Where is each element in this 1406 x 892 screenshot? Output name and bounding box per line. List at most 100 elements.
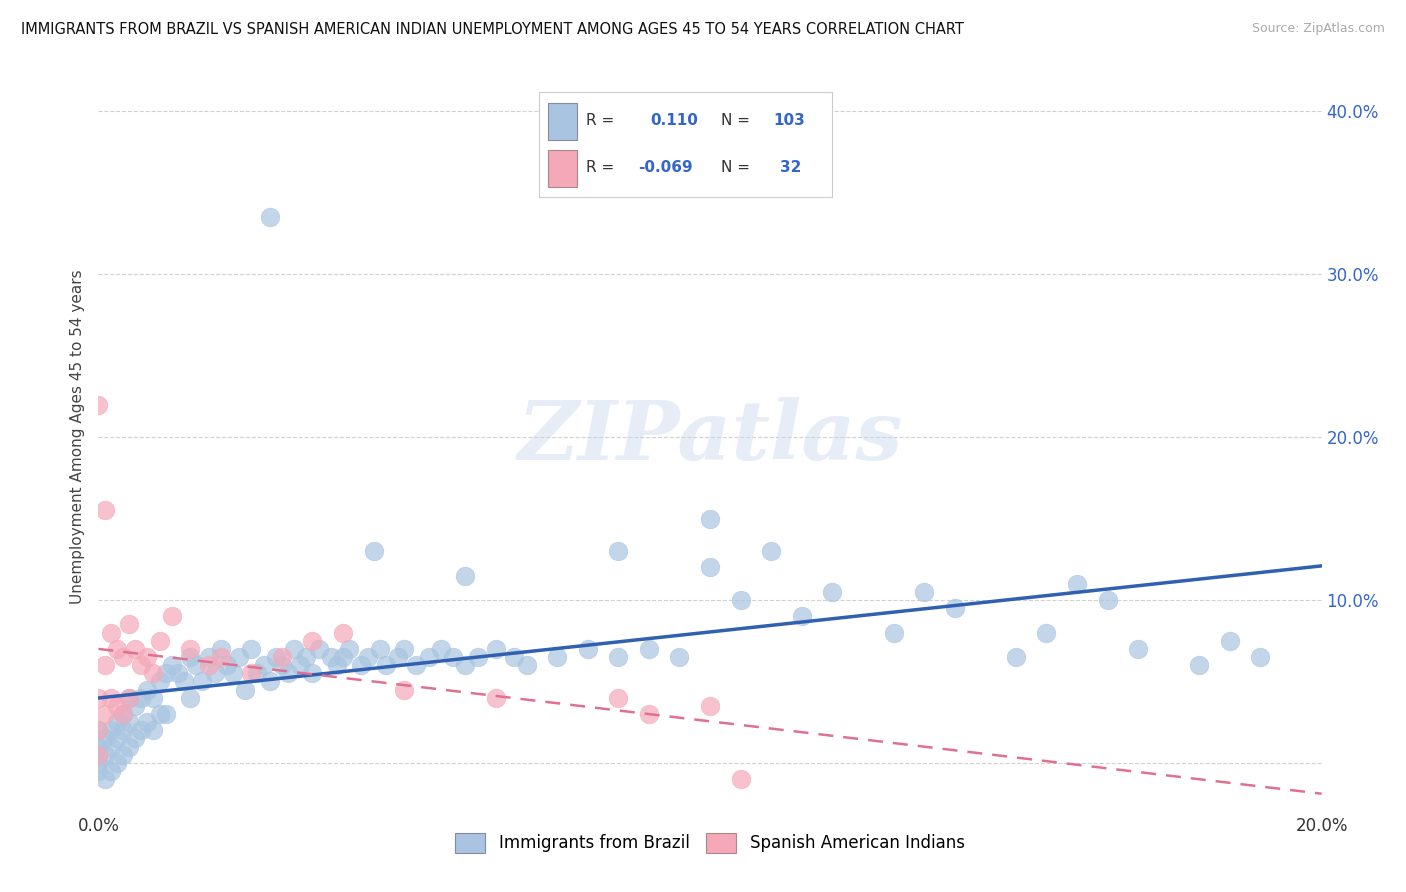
Point bbox=[943, 601, 966, 615]
Point bbox=[240, 641, 263, 656]
Point bbox=[699, 560, 721, 574]
Point bbox=[637, 706, 661, 721]
Point bbox=[699, 511, 721, 525]
Point bbox=[87, 764, 110, 778]
Point bbox=[392, 641, 416, 656]
Point bbox=[105, 756, 128, 770]
Point bbox=[430, 641, 453, 656]
Point bbox=[668, 650, 690, 665]
Point bbox=[111, 650, 134, 665]
Point bbox=[392, 682, 416, 697]
Point bbox=[441, 650, 464, 665]
Point bbox=[100, 625, 122, 640]
Point bbox=[730, 772, 752, 786]
Point bbox=[155, 706, 177, 721]
Point bbox=[1066, 576, 1088, 591]
Point bbox=[699, 698, 721, 713]
Point bbox=[240, 666, 263, 681]
Point bbox=[790, 609, 813, 624]
Point bbox=[179, 641, 201, 656]
Point bbox=[270, 650, 292, 665]
Point bbox=[111, 723, 134, 738]
Point bbox=[129, 723, 152, 738]
Point bbox=[1128, 641, 1150, 656]
Point bbox=[179, 690, 201, 705]
Point bbox=[308, 641, 330, 656]
Point bbox=[100, 723, 122, 738]
Point bbox=[363, 544, 385, 558]
Point bbox=[368, 641, 391, 656]
Point bbox=[124, 731, 146, 746]
Y-axis label: Unemployment Among Ages 45 to 54 years: Unemployment Among Ages 45 to 54 years bbox=[69, 269, 84, 605]
Text: Source: ZipAtlas.com: Source: ZipAtlas.com bbox=[1251, 22, 1385, 36]
Point bbox=[1097, 593, 1119, 607]
Point bbox=[142, 723, 165, 738]
Point bbox=[516, 658, 538, 673]
Point bbox=[105, 731, 128, 746]
Point bbox=[356, 650, 378, 665]
Point bbox=[155, 666, 177, 681]
Point bbox=[467, 650, 489, 665]
Point bbox=[1004, 650, 1026, 665]
Point bbox=[105, 698, 128, 713]
Point bbox=[129, 658, 152, 673]
Point bbox=[259, 674, 281, 689]
Point bbox=[264, 650, 287, 665]
Point bbox=[93, 706, 115, 721]
Point bbox=[319, 650, 342, 665]
Legend: Immigrants from Brazil, Spanish American Indians: Immigrants from Brazil, Spanish American… bbox=[449, 826, 972, 860]
Point bbox=[1035, 625, 1057, 640]
Point bbox=[186, 658, 208, 673]
Point bbox=[277, 666, 299, 681]
Point bbox=[93, 772, 115, 786]
Point bbox=[290, 658, 312, 673]
Point bbox=[485, 641, 508, 656]
Point bbox=[118, 690, 141, 705]
Point bbox=[228, 650, 250, 665]
Point bbox=[209, 650, 232, 665]
Point bbox=[350, 658, 373, 673]
Point bbox=[222, 666, 245, 681]
Point bbox=[215, 658, 238, 673]
Point bbox=[118, 715, 141, 730]
Point bbox=[197, 658, 219, 673]
Point bbox=[136, 682, 159, 697]
Point bbox=[883, 625, 905, 640]
Point bbox=[821, 584, 844, 599]
Point bbox=[607, 690, 630, 705]
Point bbox=[485, 690, 508, 705]
Point bbox=[197, 650, 219, 665]
Point bbox=[454, 658, 477, 673]
Point bbox=[124, 698, 146, 713]
Point bbox=[87, 690, 110, 705]
Point bbox=[100, 690, 122, 705]
Point bbox=[87, 723, 110, 738]
Point bbox=[149, 674, 172, 689]
Point bbox=[332, 625, 354, 640]
Point bbox=[576, 641, 599, 656]
Point bbox=[87, 747, 110, 762]
Point bbox=[503, 650, 526, 665]
Point bbox=[149, 706, 172, 721]
Point bbox=[204, 666, 226, 681]
Point bbox=[118, 739, 141, 754]
Point bbox=[87, 397, 110, 411]
Point bbox=[454, 568, 477, 582]
Point bbox=[142, 690, 165, 705]
Point bbox=[93, 503, 115, 517]
Point bbox=[87, 739, 110, 754]
Point bbox=[93, 658, 115, 673]
Point bbox=[209, 641, 232, 656]
Point bbox=[160, 658, 183, 673]
Point bbox=[1188, 658, 1211, 673]
Point bbox=[118, 617, 141, 632]
Point bbox=[246, 666, 269, 681]
Point bbox=[111, 706, 134, 721]
Point bbox=[607, 650, 630, 665]
Point bbox=[191, 674, 214, 689]
Point bbox=[301, 633, 323, 648]
Point bbox=[759, 544, 782, 558]
Point bbox=[173, 674, 195, 689]
Point bbox=[111, 706, 134, 721]
Point bbox=[259, 210, 281, 224]
